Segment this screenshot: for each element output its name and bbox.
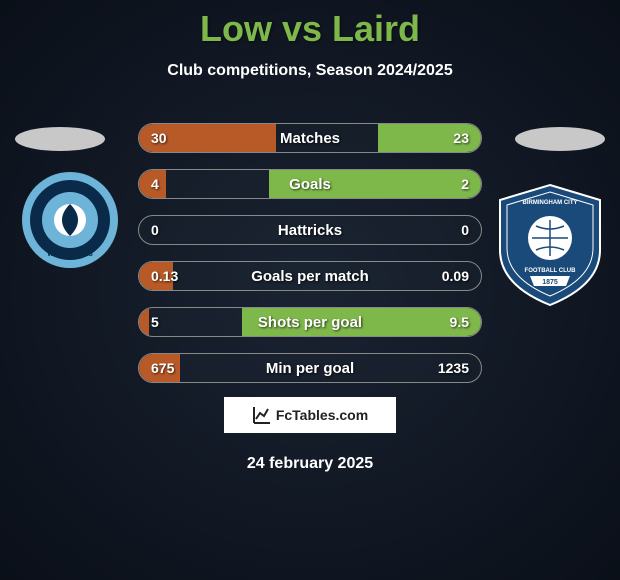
stats-container: 3023Matches 42Goals 00Hattricks 0.130.09Goa… <box>138 123 482 399</box>
stat-row: 0.130.09Goals per match <box>138 261 482 291</box>
decorative-ellipse-right <box>515 127 605 151</box>
decorative-ellipse-left <box>15 127 105 151</box>
birmingham-badge-icon: BIRMINGHAM CITY FOOTBALL CLUB 1875 <box>490 180 610 310</box>
stat-row: 42Goals <box>138 169 482 199</box>
svg-text:1875: 1875 <box>542 279 558 286</box>
club-badge-right: BIRMINGHAM CITY FOOTBALL CLUB 1875 <box>490 180 610 310</box>
stat-label: Matches <box>139 124 481 152</box>
stat-label: Min per goal <box>139 354 481 382</box>
date-label: 24 february 2025 <box>0 455 620 473</box>
stat-row: 00Hattricks <box>138 215 482 245</box>
wycombe-badge-icon: WYCOMBE WANDERERS <box>20 170 120 270</box>
stat-label: Hattricks <box>139 216 481 244</box>
page-title: Low vs Laird <box>0 0 620 50</box>
stat-row: 6751235Min per goal <box>138 353 482 383</box>
club-badge-left: WYCOMBE WANDERERS <box>20 170 120 270</box>
svg-text:FOOTBALL CLUB: FOOTBALL CLUB <box>525 268 577 274</box>
stat-label: Shots per goal <box>139 308 481 336</box>
stat-label: Goals <box>139 170 481 198</box>
subtitle: Club competitions, Season 2024/2025 <box>0 62 620 80</box>
chart-icon <box>252 405 272 425</box>
svg-text:WYCOMBE: WYCOMBE <box>51 185 89 192</box>
stat-row: 3023Matches <box>138 123 482 153</box>
stat-row: 59.5Shots per goal <box>138 307 482 337</box>
svg-text:BIRMINGHAM CITY: BIRMINGHAM CITY <box>523 200 578 206</box>
svg-text:WANDERERS: WANDERERS <box>47 251 93 258</box>
stat-label: Goals per match <box>139 262 481 290</box>
attribution-badge: FcTables.com <box>224 397 396 433</box>
attribution-text: FcTables.com <box>276 407 368 423</box>
